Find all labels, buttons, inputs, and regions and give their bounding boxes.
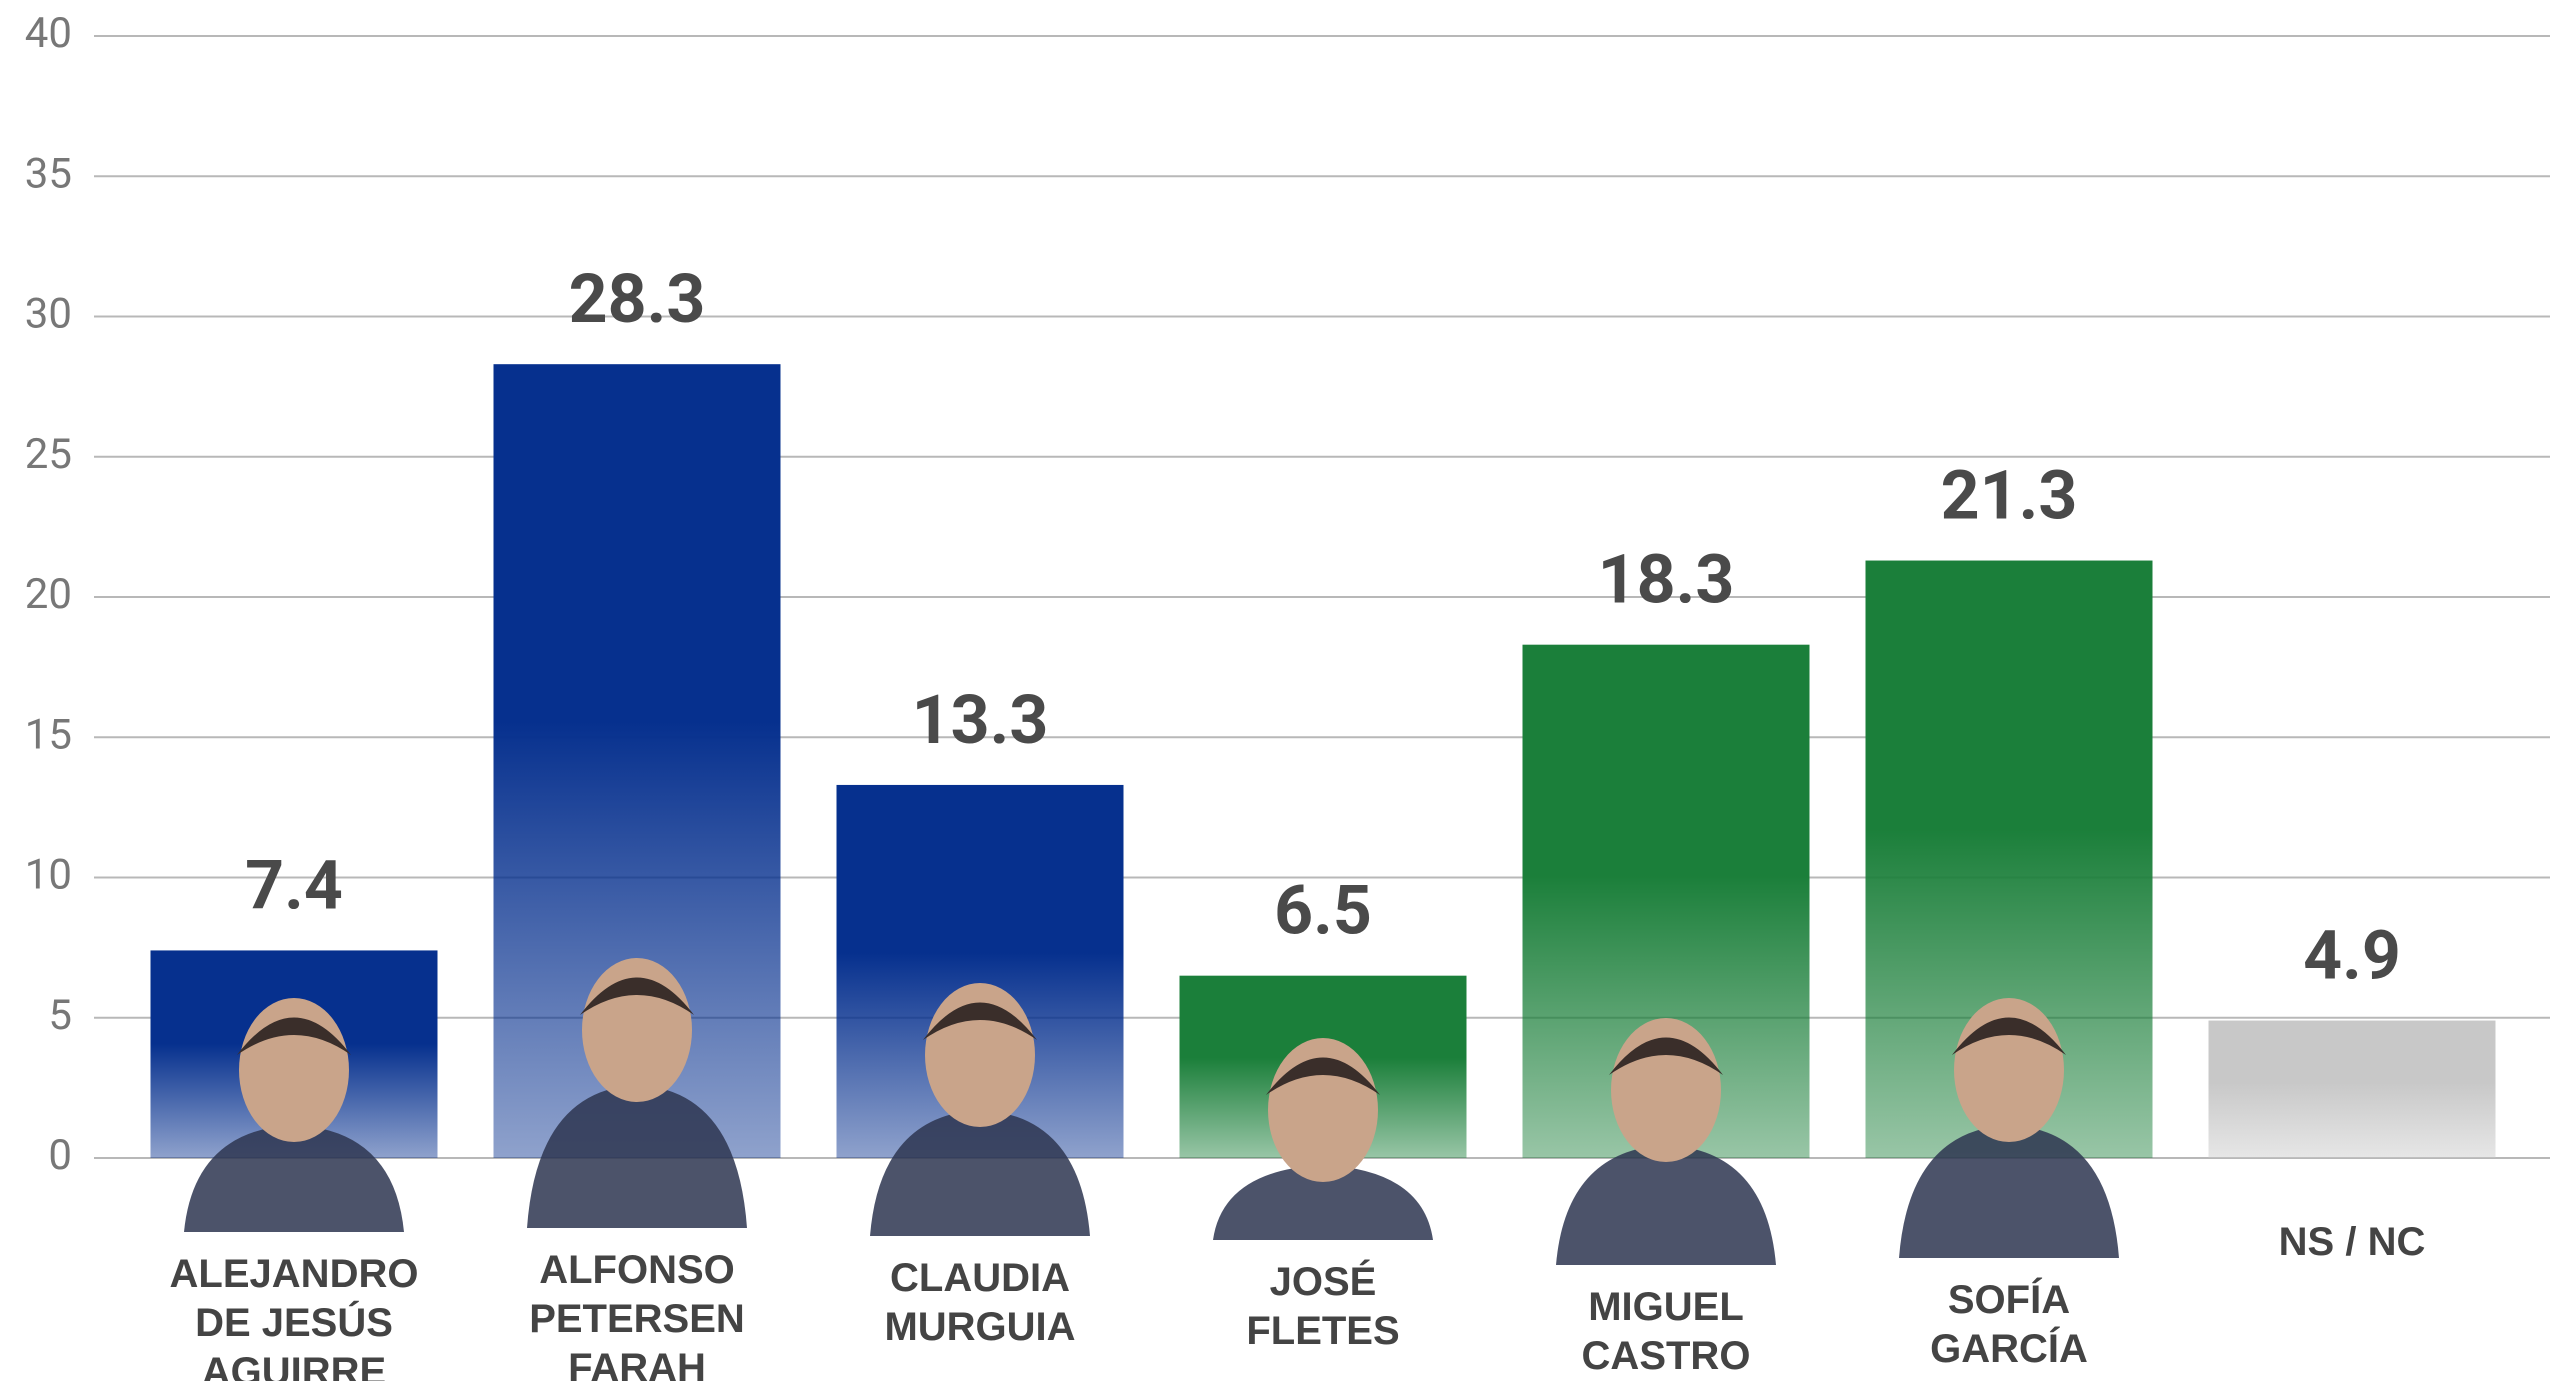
photo-hair xyxy=(1266,1057,1380,1095)
value-label: 13.3 xyxy=(912,680,1049,760)
x-tick-label: NS / NC xyxy=(2278,1220,2426,1264)
photo-hair xyxy=(923,1002,1037,1040)
x-tick-label: MIGUEL CASTRO xyxy=(1581,1285,1751,1378)
x-tick-label: CLAUDIA MURGUIA xyxy=(884,1256,1076,1349)
photo-hair xyxy=(1609,1037,1723,1075)
x-tick-label: SOFÍA GARCÍA xyxy=(1930,1278,2088,1371)
y-tick-label: 5 xyxy=(48,991,72,1040)
photo-silhouette xyxy=(1899,1125,2119,1258)
y-tick-label: 35 xyxy=(25,149,72,198)
y-tick-label: 15 xyxy=(25,710,72,759)
photo-silhouette xyxy=(184,1125,404,1232)
value-label: 28.3 xyxy=(569,259,706,339)
value-label: 6.5 xyxy=(1274,871,1372,951)
photo-silhouette xyxy=(1213,1165,1433,1240)
photo-hair xyxy=(237,1017,351,1055)
x-tick-label: ALFONSO PETERSEN FARAH xyxy=(529,1248,745,1381)
x-tick-label: JOSÉ FLETES xyxy=(1246,1260,1400,1353)
photo-silhouette xyxy=(527,1085,747,1228)
photo-silhouette xyxy=(870,1110,1090,1236)
y-tick-label: 25 xyxy=(25,430,72,479)
y-tick-label: 40 xyxy=(25,9,72,58)
value-label: 7.4 xyxy=(245,845,343,925)
photo-hair xyxy=(1952,1017,2066,1055)
y-tick-label: 0 xyxy=(48,1131,72,1180)
x-tick-label: ALEJANDRO DE JESÚS AGUIRRE xyxy=(169,1252,419,1381)
y-tick-label: 20 xyxy=(25,570,72,619)
bar xyxy=(2208,1020,2496,1158)
photo-silhouette xyxy=(1556,1145,1776,1265)
y-tick-label: 10 xyxy=(25,851,72,900)
y-tick-label: 30 xyxy=(25,290,72,339)
photo-hair xyxy=(580,977,694,1015)
value-label: 4.9 xyxy=(2303,916,2401,996)
value-label: 21.3 xyxy=(1941,456,2078,536)
value-label: 18.3 xyxy=(1598,540,1735,620)
